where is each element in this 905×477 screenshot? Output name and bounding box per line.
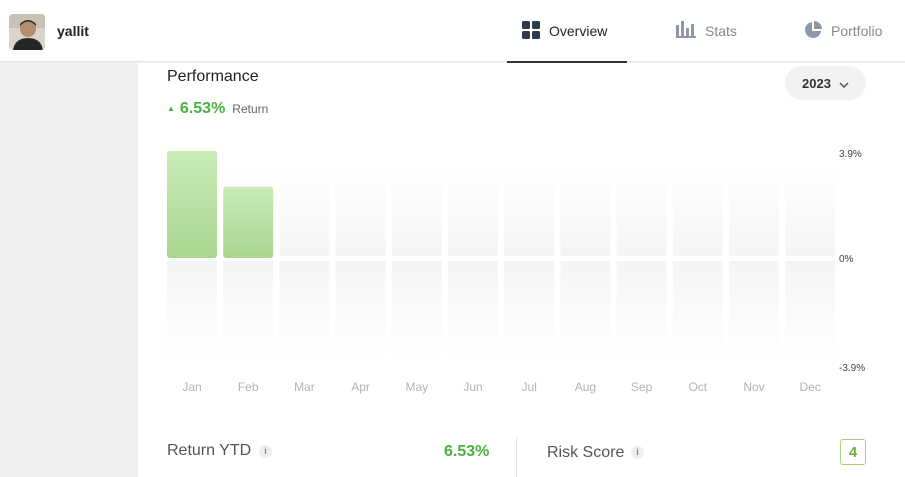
tab-portfolio[interactable]: Portfolio <box>804 0 882 62</box>
x-tick-label: May <box>405 380 428 394</box>
bar-placeholder-bottom <box>504 261 555 356</box>
bar-placeholder-bottom <box>335 261 386 356</box>
bar-jan <box>167 151 217 258</box>
bar-placeholder-bottom <box>560 261 611 356</box>
bar-placeholder-bottom <box>785 261 836 356</box>
info-icon[interactable]: i <box>259 445 272 458</box>
bar-placeholder-top <box>672 168 723 256</box>
y-tick-label: -3.9% <box>839 363 865 374</box>
x-tick-label: Sep <box>631 380 653 394</box>
tab-overview[interactable]: Overview <box>507 0 627 63</box>
x-tick-label: Aug <box>575 380 596 394</box>
grid-icon <box>522 20 540 42</box>
return-value: 6.53% <box>179 100 226 117</box>
avatar-image-icon <box>9 14 45 50</box>
bar-placeholder-top <box>616 168 667 256</box>
bar-placeholder-top <box>391 168 442 256</box>
avatar[interactable] <box>9 14 45 50</box>
bar-placeholder-bottom <box>672 261 723 356</box>
tab-stats-label: Stats <box>705 23 737 39</box>
return-ytd-value: 6.53% <box>444 443 490 460</box>
bar-placeholder-bottom <box>223 261 274 356</box>
return-ytd-label: Return YTD <box>167 442 252 459</box>
tab-stats[interactable]: Stats <box>676 0 737 62</box>
x-tick-label: Nov <box>743 380 764 394</box>
bar-placeholder-bottom <box>167 261 217 356</box>
bar-placeholder-top <box>785 168 836 256</box>
username[interactable]: yallit <box>57 23 89 39</box>
year-value: 2023 <box>802 75 831 91</box>
up-arrow-icon: ▲ <box>167 104 175 113</box>
bar-placeholder-top <box>335 168 386 256</box>
top-bar: yallit Overview Stats Portfolio <box>0 0 905 63</box>
bar-chart-icon <box>676 21 696 41</box>
x-tick-label: Feb <box>238 380 259 394</box>
performance-title: Performance <box>167 68 259 85</box>
performance-chart: Jan Feb Mar Apr May Jun Jul Aug Sep Oct Nov Dec 3.9%… <box>167 149 865 394</box>
info-icon[interactable]: i <box>631 446 644 459</box>
pie-chart-icon <box>804 20 822 42</box>
bar-feb <box>223 186 274 258</box>
bar-placeholder-top <box>504 168 555 256</box>
performance-return: ▲ 6.53% Return <box>167 100 268 118</box>
bar-placeholder-top <box>729 168 779 256</box>
risk-score-label: Risk Score <box>547 444 625 461</box>
performance-panel: Performance ▲ 6.53% Return 2023 Jan Feb Ma… <box>138 63 905 477</box>
stats-divider <box>516 437 517 477</box>
x-tick-label: Oct <box>688 380 707 394</box>
bar-placeholder-bottom <box>279 261 330 356</box>
return-label: Return <box>232 102 269 116</box>
bar-placeholder-bottom <box>729 261 779 356</box>
y-tick-label: 0% <box>839 254 854 265</box>
x-tick-label: Apr <box>351 380 370 394</box>
x-tick-label: Jul <box>522 380 537 394</box>
tab-portfolio-label: Portfolio <box>831 23 883 39</box>
bar-placeholder-top <box>279 168 330 256</box>
x-tick-label: Jun <box>463 380 482 394</box>
bar-placeholder-top <box>448 168 498 256</box>
x-tick-label: Mar <box>294 380 315 394</box>
x-tick-label: Dec <box>800 380 821 394</box>
tab-overview-label: Overview <box>549 23 608 39</box>
bar-placeholder-bottom <box>391 261 442 356</box>
bar-placeholder-bottom <box>448 261 498 356</box>
y-tick-label: 3.9% <box>839 149 862 160</box>
x-tick-label: Jan <box>182 380 201 394</box>
bar-placeholder-bottom <box>616 261 667 356</box>
chevron-down-icon <box>839 76 849 91</box>
year-select[interactable]: 2023 <box>785 66 866 100</box>
bar-placeholder-top <box>560 168 611 256</box>
risk-score-badge: 4 <box>840 439 866 465</box>
